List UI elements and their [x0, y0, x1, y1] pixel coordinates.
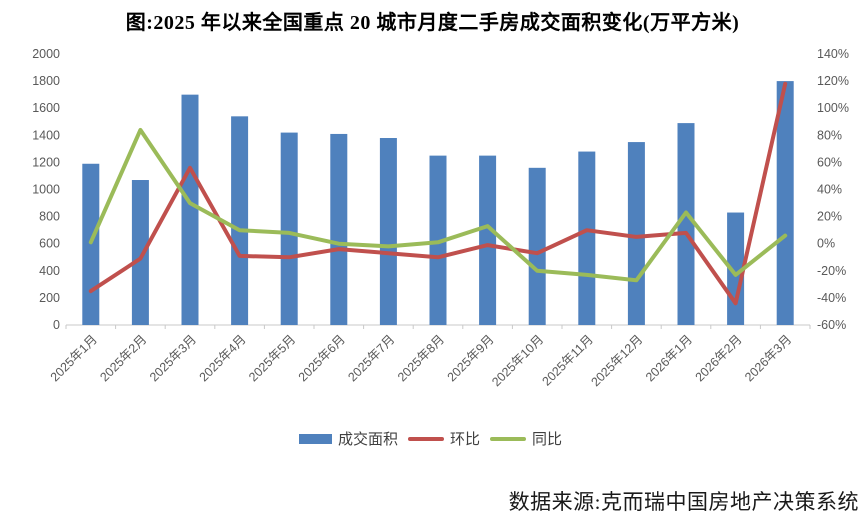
- bar-area-bars-10: [578, 151, 596, 325]
- y-axis-right-tick-label: -40%: [817, 291, 846, 305]
- legend-item-yoy: 同比: [484, 428, 566, 449]
- data-source-note: 数据来源:克而瑞中国房地产决策系统: [508, 490, 859, 514]
- y-axis-left-tick-label: 0: [53, 318, 60, 332]
- x-axis-label-5: 2025年6月: [296, 332, 348, 384]
- x-axis-label-0: 2025年1月: [48, 332, 100, 384]
- y-axis-right-tick-label: 40%: [817, 183, 842, 197]
- y-axis-right-tick-label: 140%: [817, 47, 849, 61]
- legend-item-mom: 环比: [402, 428, 484, 449]
- bar-area-bars-1: [131, 180, 149, 325]
- x-axis-label-8: 2025年9月: [445, 332, 497, 384]
- bar-area-bars-9: [528, 167, 546, 325]
- bar-area-bars-8: [479, 155, 497, 325]
- x-axis-label-7: 2025年8月: [395, 332, 447, 384]
- x-axis-label-10: 2025年11月: [539, 332, 595, 388]
- y-axis-left-tick-label: 800: [39, 210, 60, 224]
- y-axis-left-tick-label: 600: [39, 237, 60, 251]
- legend-label-area: 成交面积: [337, 431, 398, 448]
- y-axis-left-tick-label: 1200: [32, 155, 60, 169]
- y-axis-left-tick-label: 1400: [32, 128, 60, 142]
- x-axis-label-13: 2026年2月: [693, 332, 745, 384]
- bar-area-bars-6: [379, 138, 397, 325]
- x-axis-label-6: 2025年7月: [345, 332, 397, 384]
- area-bar-swatch: [298, 433, 332, 444]
- mom-line-swatch: [407, 436, 444, 441]
- y-axis-left-tick-label: 1000: [32, 183, 60, 197]
- bar-area-bars-11: [627, 142, 645, 325]
- x-axis-label-4: 2025年5月: [246, 332, 298, 384]
- x-axis-label-14: 2026年3月: [742, 332, 794, 384]
- bar-area-bars-2: [181, 94, 199, 326]
- x-axis-label-11: 2025年12月: [588, 332, 645, 389]
- x-axis-label-2: 2025年3月: [147, 332, 199, 384]
- bar-area-bars-5: [330, 133, 348, 325]
- y-axis-left-tick-label: 400: [39, 264, 60, 278]
- y-axis-right-tick-label: -20%: [817, 264, 846, 278]
- legend-item-area: 成交面积: [298, 428, 402, 449]
- legend-label-yoy: 同比: [532, 431, 563, 448]
- x-axis-label-12: 2026年1月: [643, 332, 695, 384]
- yoy-line-swatch: [490, 436, 526, 441]
- y-axis-left-tick-label: 1800: [32, 74, 60, 88]
- y-axis-right-tick-label: 80%: [817, 128, 842, 142]
- bar-area-bars-12: [677, 123, 695, 325]
- y-axis-left-tick-label: 1600: [32, 101, 60, 115]
- bar-area-bars-14: [776, 81, 794, 325]
- yoy-line: [88, 127, 788, 283]
- bar-area-bars-3: [231, 116, 249, 325]
- chart-title: 图:2025 年以来全国重点 20 城市月度二手房成交面积变化(万平方米): [125, 12, 740, 34]
- y-axis-right-tick-label: 20%: [817, 210, 842, 224]
- y-axis-right-tick-label: 0%: [817, 237, 835, 251]
- legend-label-mom: 环比: [449, 431, 480, 448]
- bar-area-bars-0: [82, 163, 100, 325]
- bar-area-bars-4: [280, 132, 298, 325]
- y-axis-left-tick-label: 2000: [32, 47, 60, 61]
- x-axis-label-3: 2025年4月: [197, 332, 249, 384]
- y-axis-right-tick-label: 120%: [817, 74, 849, 88]
- y-axis-right-tick-label: -60%: [817, 318, 846, 332]
- y-axis-right-tick-label: 100%: [817, 101, 849, 115]
- y-axis-right-tick-label: 60%: [817, 155, 842, 169]
- y-axis-left-tick-label: 200: [39, 291, 60, 305]
- x-axis-label-1: 2025年2月: [97, 332, 149, 384]
- legend: 成交面积 环比 同比: [0, 428, 865, 449]
- x-axis-label-9: 2025年10月: [489, 332, 546, 389]
